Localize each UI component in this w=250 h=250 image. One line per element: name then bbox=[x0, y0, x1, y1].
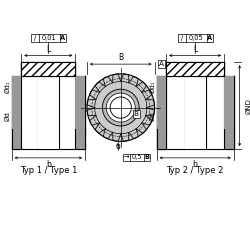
Bar bbox=[12, 76, 21, 149]
Bar bbox=[166, 62, 224, 76]
Text: 0,05: 0,05 bbox=[189, 35, 204, 41]
Text: B: B bbox=[118, 53, 123, 62]
Text: L: L bbox=[46, 44, 50, 54]
Bar bbox=[21, 62, 75, 76]
Bar bbox=[38, 76, 59, 149]
Bar bbox=[75, 76, 85, 128]
Text: B: B bbox=[134, 111, 139, 117]
Bar bbox=[123, 154, 150, 161]
Text: A: A bbox=[159, 61, 164, 67]
Text: Ød₁: Ød₁ bbox=[5, 80, 11, 93]
Text: /: / bbox=[180, 35, 183, 41]
Bar bbox=[31, 34, 66, 42]
Text: Ød₁: Ød₁ bbox=[162, 92, 168, 105]
Bar bbox=[166, 76, 224, 149]
Text: ØND: ØND bbox=[246, 98, 250, 114]
Circle shape bbox=[106, 93, 135, 122]
Bar bbox=[166, 62, 224, 76]
Text: Typ 1 / Type 1: Typ 1 / Type 1 bbox=[20, 166, 77, 175]
Text: A: A bbox=[207, 35, 212, 41]
Text: Ød₁: Ød₁ bbox=[150, 80, 156, 93]
Text: Typ 2 / Type 2: Typ 2 / Type 2 bbox=[166, 166, 224, 175]
Bar bbox=[224, 76, 234, 128]
Circle shape bbox=[110, 97, 132, 118]
Text: Ød: Ød bbox=[162, 112, 168, 122]
Text: A: A bbox=[60, 35, 65, 41]
Text: L: L bbox=[193, 44, 197, 54]
Bar bbox=[156, 76, 166, 149]
Bar bbox=[21, 62, 75, 76]
Text: u: u bbox=[116, 142, 120, 151]
Bar bbox=[178, 34, 212, 42]
Text: b: b bbox=[46, 160, 51, 169]
Text: /: / bbox=[34, 35, 36, 41]
Circle shape bbox=[87, 74, 154, 142]
Bar bbox=[184, 76, 206, 149]
Text: 0,5: 0,5 bbox=[132, 154, 142, 160]
Bar bbox=[12, 76, 21, 128]
Circle shape bbox=[102, 89, 139, 126]
Bar bbox=[156, 76, 166, 128]
Text: B: B bbox=[144, 154, 149, 160]
Text: →: → bbox=[124, 154, 129, 160]
Text: Ød: Ød bbox=[150, 111, 156, 121]
Text: 0,01: 0,01 bbox=[42, 35, 56, 41]
Bar bbox=[224, 76, 234, 149]
Bar bbox=[21, 76, 75, 149]
Bar bbox=[156, 76, 166, 149]
Text: Ød: Ød bbox=[5, 111, 11, 121]
Text: b: b bbox=[193, 160, 198, 169]
Bar bbox=[75, 76, 85, 149]
